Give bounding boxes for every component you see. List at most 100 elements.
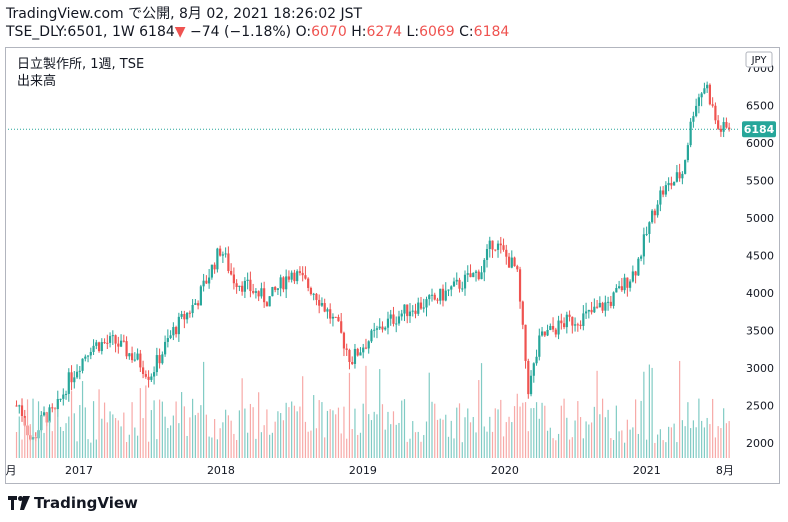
candle-body: [67, 372, 70, 394]
candle-body: [463, 274, 467, 289]
candle-body: [488, 240, 491, 249]
candle-body: [180, 313, 183, 317]
candle-body: [287, 276, 291, 280]
volume-bar: [439, 418, 441, 458]
candle-body: [469, 273, 472, 278]
candle-body: [411, 310, 414, 312]
candle-body: [502, 245, 505, 250]
volume-bar: [164, 416, 166, 458]
volume-bar: [478, 380, 480, 458]
candle-body: [150, 376, 153, 380]
candle-body: [579, 324, 582, 326]
candle-body: [320, 303, 324, 306]
candle-body: [403, 304, 406, 314]
volume-bar: [167, 427, 169, 458]
candle-body: [722, 122, 725, 132]
volume-bar: [480, 363, 483, 458]
candle-body: [513, 257, 516, 267]
volume-bar: [717, 426, 719, 458]
ohlc-readout: TSE_DLY:6501, 1W 6184▼ −74 (−1.18%) O:60…: [6, 24, 509, 40]
candle-body: [406, 304, 409, 317]
tradingview-branding[interactable]: TradingView: [8, 494, 138, 512]
candle-body: [84, 356, 87, 359]
chart-frame: [5, 47, 780, 484]
candle-body: [59, 398, 62, 400]
volume-bar: [266, 409, 268, 458]
candle-body: [56, 399, 59, 410]
candle-body: [367, 341, 370, 349]
candle-body: [252, 291, 255, 293]
candle-body: [271, 287, 274, 297]
x-tick-label: 月: [6, 464, 17, 477]
volume-bar: [269, 434, 271, 458]
candle-body: [703, 88, 706, 94]
candle-body: [114, 335, 117, 344]
candle-body: [309, 287, 313, 295]
volume-bar: [681, 420, 683, 458]
candle-body: [78, 370, 81, 372]
candle-body: [389, 314, 392, 319]
candle-body: [485, 248, 489, 260]
volume-bar: [684, 426, 686, 458]
volume-bar: [585, 421, 587, 458]
candle-body: [725, 122, 728, 128]
volume-bar: [139, 388, 141, 458]
volume-bar: [18, 416, 20, 458]
last-price-label: 6184: [744, 123, 775, 136]
candle-body: [714, 105, 717, 121]
candle-body: [623, 277, 626, 291]
volume-bar: [624, 442, 626, 458]
candle-body: [312, 293, 315, 295]
volume-bar: [412, 421, 414, 458]
candle-body: [326, 309, 329, 312]
candle-body: [642, 234, 645, 257]
candle-body: [590, 309, 593, 313]
candle-body: [117, 343, 120, 347]
volume-bar: [142, 418, 144, 458]
candle-body: [518, 269, 522, 302]
candle-body: [645, 233, 648, 235]
candle-body: [510, 257, 513, 268]
volume-bar: [225, 409, 227, 458]
brand-name: TradingView: [34, 494, 138, 512]
volume-bar: [263, 425, 265, 458]
volume-bar: [348, 372, 351, 458]
volume-bar: [635, 399, 637, 458]
candle-body: [331, 316, 335, 319]
price-chart[interactable]: 2000 2500 3000 3500 4000 4500 5000 5500 6000 6500…: [6, 48, 780, 484]
volume-bar: [136, 435, 139, 458]
volume-bar: [299, 406, 301, 458]
volume-bar: [723, 408, 725, 458]
candle-body: [499, 243, 502, 246]
volume-bar: [362, 403, 364, 458]
volume-bar: [491, 431, 494, 458]
volume-bar: [420, 441, 422, 458]
candle-body: [285, 276, 288, 290]
candle-body: [540, 331, 544, 336]
candle-body: [629, 281, 632, 288]
close-value: 6184: [473, 24, 510, 40]
volume-bar: [211, 437, 213, 458]
volume-bar: [513, 406, 516, 458]
volume-bar: [161, 401, 163, 458]
candle-body: [235, 283, 238, 287]
volume-bar: [552, 438, 554, 458]
volume-bar: [109, 411, 111, 458]
volume-bar: [392, 411, 395, 458]
volume-bar: [643, 371, 645, 458]
candle-body: [640, 256, 643, 259]
candle-body: [450, 286, 453, 290]
candle-body: [249, 279, 252, 292]
candle-body: [560, 320, 563, 324]
open-label: O:: [295, 24, 312, 40]
volume-bar: [431, 401, 433, 458]
volume-bar: [260, 432, 263, 458]
volume-bar: [695, 427, 697, 458]
candle-body: [609, 301, 612, 306]
candle-body: [562, 323, 566, 328]
y-tick-label: 5500: [746, 175, 774, 188]
candle-body: [260, 288, 263, 297]
volume-bar: [178, 423, 180, 458]
candle-body: [532, 363, 535, 376]
candle-body: [73, 377, 76, 383]
